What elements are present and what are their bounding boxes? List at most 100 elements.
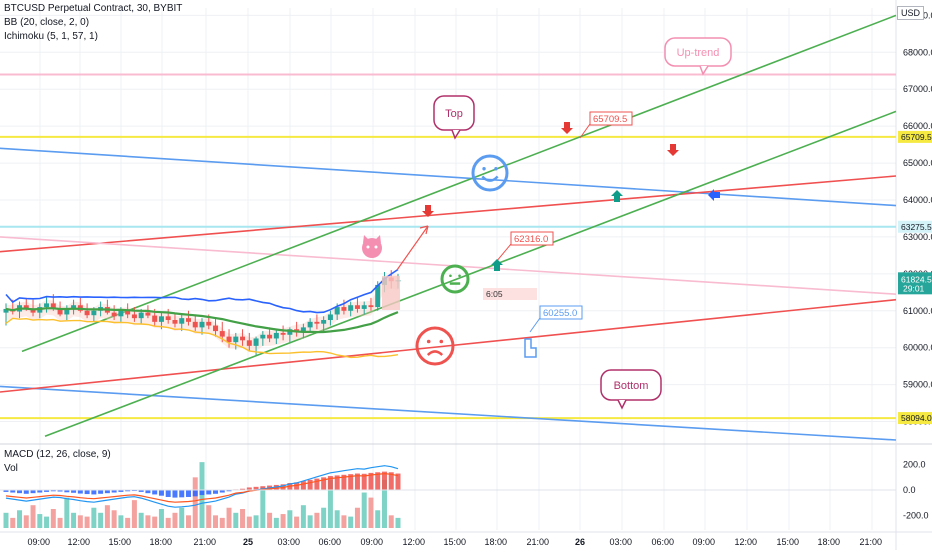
time-tick-label: 09:00 bbox=[28, 537, 51, 547]
macd-histogram-bar bbox=[368, 472, 374, 490]
price-tick-label: 64000.0 bbox=[903, 195, 932, 205]
price-tick-label: 63000.0 bbox=[903, 232, 932, 242]
candle-body bbox=[44, 303, 50, 308]
time-tick-label: 25 bbox=[243, 537, 253, 547]
legend-bb: BB (20, close, 2, 0) bbox=[4, 17, 90, 28]
callout-bottom-text: Bottom bbox=[614, 380, 649, 392]
arrow-left-blue bbox=[708, 189, 720, 201]
callout-bottom-bubble bbox=[600, 369, 662, 401]
volume-bar bbox=[300, 505, 306, 528]
time-tick-label: 06:00 bbox=[652, 537, 675, 547]
macd-histogram-bar bbox=[260, 486, 266, 490]
candle-body bbox=[84, 310, 90, 316]
volume-bar bbox=[348, 516, 354, 528]
candle-body bbox=[118, 310, 124, 317]
note-60255-box bbox=[539, 305, 583, 320]
time-tick-label: 21:00 bbox=[194, 537, 217, 547]
volume-bar bbox=[172, 512, 178, 528]
macd-histogram-bar bbox=[17, 490, 23, 494]
volume-bar bbox=[361, 492, 367, 528]
volume-bar bbox=[287, 510, 293, 528]
time-tick-label: 12:00 bbox=[403, 537, 426, 547]
volume-bar bbox=[165, 517, 171, 528]
price-label-65709-text: 65709.5 bbox=[901, 132, 932, 142]
trendline-pink bbox=[0, 236, 897, 295]
callout-top-tail bbox=[451, 129, 461, 140]
volume-bar bbox=[118, 515, 124, 528]
price-label-58094-box bbox=[898, 412, 932, 425]
candle-body bbox=[3, 308, 9, 313]
trendline-green-upper bbox=[21, 14, 897, 353]
macd-histogram-bar bbox=[172, 490, 178, 498]
macd-histogram-bar bbox=[23, 490, 29, 494]
candle-body bbox=[138, 312, 144, 319]
macd-histogram-bar bbox=[10, 490, 16, 493]
candle-body bbox=[179, 318, 185, 324]
candle-body bbox=[185, 318, 191, 322]
macd-histogram-bar bbox=[179, 490, 185, 498]
candle-body bbox=[192, 321, 198, 328]
volume-bar bbox=[341, 515, 347, 528]
macd-histogram-bar bbox=[71, 490, 77, 493]
last-price-box bbox=[898, 272, 932, 295]
time-tick-label: 09:00 bbox=[361, 537, 384, 547]
volume-bar bbox=[327, 479, 333, 528]
time-tick-label: 18:00 bbox=[818, 537, 841, 547]
callout-bottom-tail bbox=[617, 399, 627, 410]
price-tick-label: 60000.0 bbox=[903, 343, 932, 353]
price-label-63275-text: 63275.5 bbox=[901, 222, 932, 232]
candle-body bbox=[294, 329, 300, 332]
note-60255-text: 60255.0 bbox=[543, 308, 577, 319]
bb-upper-band bbox=[5, 268, 399, 314]
time-tick-label: 12:00 bbox=[68, 537, 91, 547]
time-tick-label: 03:00 bbox=[278, 537, 301, 547]
price-tick-label: 59000.0 bbox=[903, 380, 932, 390]
trendline-red-upper bbox=[0, 175, 897, 253]
macd-histogram-bar bbox=[104, 490, 110, 494]
legend-ichimoku: Ichimoku (5, 1, 57, 1) bbox=[4, 31, 98, 42]
legend-vol: Vol bbox=[4, 463, 18, 474]
volume-bar bbox=[294, 516, 300, 528]
note-60255-leader bbox=[529, 317, 541, 333]
candle-body bbox=[300, 327, 306, 332]
candle-body bbox=[314, 321, 320, 324]
currency-label: USD bbox=[896, 6, 924, 20]
candle-body bbox=[240, 336, 246, 341]
callout-up-trend-bubble bbox=[664, 37, 732, 67]
macd-histogram-bar bbox=[314, 478, 320, 490]
macd-histogram-bar bbox=[219, 490, 225, 493]
volume-bar bbox=[246, 516, 252, 528]
candle-body bbox=[368, 305, 374, 308]
macd-histogram-bar bbox=[138, 490, 144, 492]
candle-body bbox=[71, 305, 77, 309]
volume-bar bbox=[104, 505, 110, 528]
volume-bar bbox=[334, 510, 340, 528]
smiley-sad-icon-eye-left bbox=[426, 339, 431, 344]
macd-histogram-bar bbox=[348, 474, 354, 490]
volume-bar bbox=[179, 507, 185, 528]
volume-bar bbox=[30, 505, 36, 528]
volume-bar bbox=[10, 517, 16, 528]
candle-body bbox=[354, 305, 360, 309]
candle-body bbox=[219, 331, 225, 337]
volume-bar bbox=[206, 505, 212, 528]
candle-body bbox=[30, 308, 36, 313]
macd-histogram-bar bbox=[98, 490, 104, 494]
macd-histogram-bar bbox=[226, 490, 232, 492]
volume-bar bbox=[307, 515, 313, 528]
macd-histogram-bar bbox=[327, 476, 333, 490]
trendline-red-lower bbox=[0, 298, 897, 393]
volume-bar bbox=[226, 507, 232, 528]
macd-histogram-bar bbox=[30, 490, 36, 494]
price-label-58094-text: 58094.0 bbox=[901, 413, 932, 423]
arrow-up-1 bbox=[611, 190, 623, 202]
volume-bar bbox=[314, 512, 320, 528]
drawing-lines-layer bbox=[0, 14, 897, 441]
macd-histogram-bar bbox=[388, 472, 394, 490]
macd-histogram-bar bbox=[145, 490, 151, 494]
volume-bar bbox=[240, 509, 246, 528]
macd-tick-label: -200.0 bbox=[903, 510, 929, 520]
macd-tick-label: 0.0 bbox=[903, 485, 916, 495]
